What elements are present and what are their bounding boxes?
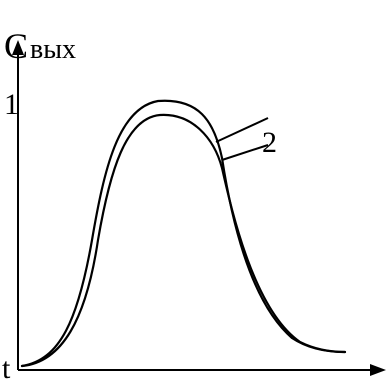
inner-curve xyxy=(20,113,347,368)
y-axis-arrow-icon xyxy=(12,40,24,55)
y-tick-label: 1 xyxy=(4,88,19,121)
outer-curve xyxy=(20,99,347,368)
leader-line-upper xyxy=(215,117,269,143)
y-axis-label-subscript: вых xyxy=(30,34,76,65)
x-axis-arrow-icon xyxy=(370,364,386,376)
curve-marker-label: 2 xyxy=(262,126,277,159)
origin-label: t xyxy=(2,352,11,380)
y-axis-label-main: С xyxy=(4,26,28,66)
leader-line-lower xyxy=(221,144,269,161)
